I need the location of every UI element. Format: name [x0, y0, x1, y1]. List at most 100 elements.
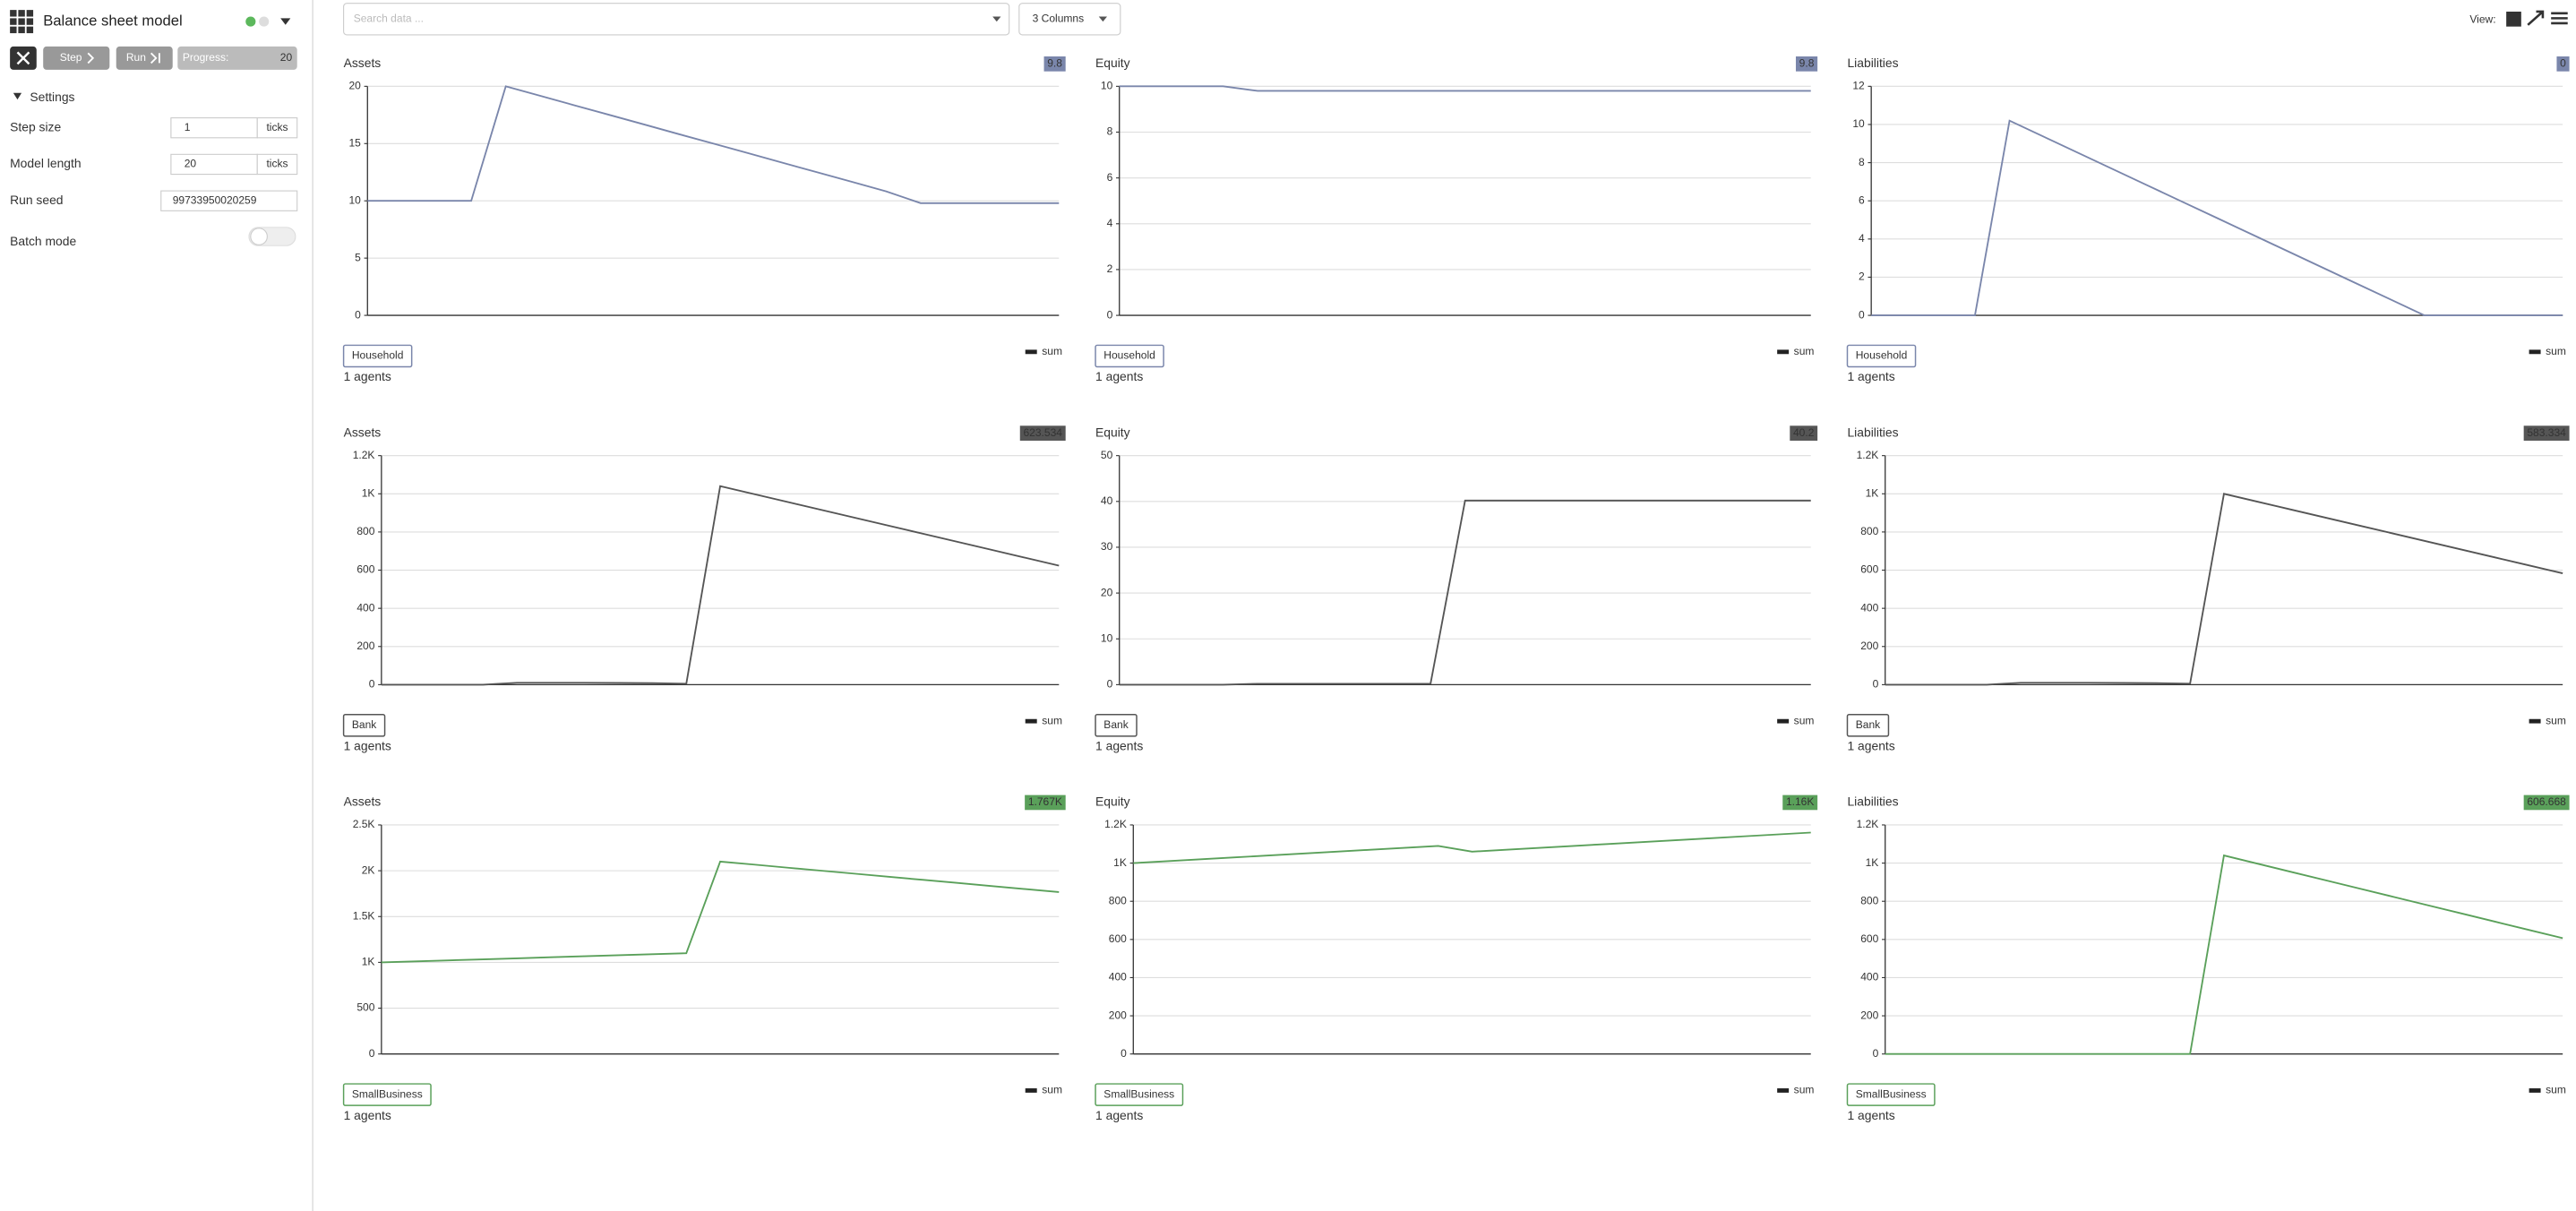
series-line — [1119, 499, 1811, 686]
y-tick-label: 1K — [1866, 856, 1879, 869]
y-tick-label: 400 — [1109, 971, 1127, 983]
chart-title: Liabilities — [1847, 794, 1898, 809]
legend-label: sum — [2546, 345, 2566, 357]
legend-label: sum — [1042, 1084, 1062, 1096]
search-box[interactable] — [343, 3, 1010, 36]
value-badge-text: 0 — [2560, 57, 2566, 70]
y-tick-label: 200 — [356, 640, 374, 652]
view-list-icon[interactable] — [2551, 12, 2568, 25]
agent-count: 1 agents — [344, 1108, 391, 1122]
value-badge-text: 9.8 — [1799, 57, 1815, 70]
y-tick-label: 6 — [1859, 193, 1865, 206]
agent-tag[interactable] — [1846, 714, 1890, 737]
columns-label: 3 Columns — [1033, 12, 1085, 24]
agent-label: Bank — [1103, 718, 1129, 731]
series-line — [1119, 85, 1811, 92]
agent-count: 1 agents — [1095, 369, 1143, 383]
legend-swatch — [1025, 1088, 1037, 1093]
y-tick-label: 800 — [1860, 894, 1878, 906]
agent-count: 1 agents — [344, 739, 391, 753]
agent-label: SmallBusiness — [1103, 1087, 1174, 1100]
y-tick-label: 600 — [1109, 932, 1127, 945]
agent-tag[interactable] — [1846, 1083, 1936, 1106]
status-dot — [259, 16, 270, 27]
unit-box — [256, 153, 298, 176]
agent-tag[interactable] — [1095, 1083, 1184, 1106]
setting-value: 1 — [185, 121, 191, 133]
y-tick-label: 200 — [1860, 1009, 1878, 1021]
columns-caret — [1098, 16, 1108, 22]
value-badge — [1795, 56, 1818, 72]
y-tick-label: 6 — [1107, 171, 1113, 184]
legend-swatch — [1777, 718, 1790, 724]
agent-label: Bank — [1856, 718, 1881, 731]
y-tick-label: 400 — [356, 601, 374, 614]
chart-title: Equity — [1095, 425, 1130, 439]
run-label: Run — [126, 51, 146, 64]
series-line — [1885, 854, 2563, 1055]
y-tick-label: 0 — [355, 308, 361, 321]
setting-unit: ticks — [266, 158, 288, 170]
y-tick-label: 0 — [1873, 678, 1879, 691]
step-button[interactable] — [43, 46, 110, 70]
y-tick-label: 1.2K — [1104, 818, 1127, 830]
progress-label: Progress: — [183, 51, 229, 64]
y-tick-label: 10 — [1101, 631, 1113, 644]
run-button[interactable] — [116, 46, 173, 70]
chart-title: Equity — [1095, 56, 1130, 70]
app-menu-icon[interactable] — [10, 10, 34, 34]
chart-title: Equity — [1095, 794, 1130, 809]
legend-swatch — [2529, 718, 2541, 724]
series-line — [1133, 831, 1811, 864]
y-tick-label: 500 — [356, 1001, 374, 1014]
agent-label: SmallBusiness — [1856, 1087, 1927, 1100]
value-badge-text: 1.767K — [1028, 795, 1062, 808]
y-tick-label: 4 — [1107, 217, 1113, 229]
view-expand-icon[interactable] — [2527, 10, 2545, 26]
agent-tag[interactable] — [342, 1083, 432, 1106]
y-tick-label: 4 — [1859, 232, 1865, 245]
y-tick-label: 1.2K — [1857, 449, 1879, 461]
y-tick-label: 800 — [1860, 525, 1878, 537]
y-tick-label: 30 — [1101, 540, 1113, 553]
y-tick-label: 2 — [1107, 262, 1113, 275]
y-tick-label: 1.2K — [353, 449, 375, 461]
y-tick-label: 200 — [1860, 640, 1878, 652]
columns-dropdown[interactable] — [1018, 3, 1121, 36]
y-tick-label: 8 — [1107, 125, 1113, 138]
step-label: Step — [60, 51, 82, 64]
value-badge-text: 1.16K — [1786, 795, 1814, 808]
agent-tag[interactable] — [1846, 344, 1917, 368]
y-tick-label: 12 — [1852, 80, 1865, 92]
setting-input[interactable] — [160, 190, 298, 211]
value-badge — [2523, 794, 2570, 811]
search-placeholder: Search data ... — [354, 12, 424, 24]
legend-label: sum — [2546, 1084, 2566, 1096]
y-tick-label: 1.5K — [353, 909, 375, 922]
agent-tag[interactable] — [342, 714, 386, 737]
view-chart-icon[interactable] — [2506, 11, 2521, 27]
progress-bar — [177, 46, 297, 70]
y-tick-label: 0 — [369, 678, 375, 691]
agent-tag[interactable] — [1095, 344, 1164, 368]
y-tick-label: 0 — [369, 1047, 375, 1060]
y-tick-label: 600 — [1860, 932, 1878, 945]
close-icon — [16, 51, 30, 65]
y-tick-label: 800 — [356, 525, 374, 537]
legend-swatch — [1777, 349, 1790, 355]
value-badge — [1782, 794, 1818, 811]
agent-count: 1 agents — [1095, 739, 1143, 753]
y-tick-label: 20 — [348, 80, 361, 92]
y-tick-label: 8 — [1859, 156, 1865, 168]
y-tick-label: 2.5K — [353, 818, 375, 830]
y-tick-label: 0 — [1121, 1047, 1127, 1060]
chart-title: Liabilities — [1847, 56, 1898, 70]
legend-label: sum — [1794, 1084, 1815, 1096]
settings-caret[interactable] — [13, 92, 22, 100]
value-badge-text: 606.668 — [2527, 795, 2566, 808]
agent-tag[interactable] — [1095, 714, 1138, 737]
y-tick-label: 10 — [348, 193, 361, 206]
dropdown-caret[interactable] — [280, 18, 291, 25]
agent-tag[interactable] — [342, 344, 413, 368]
